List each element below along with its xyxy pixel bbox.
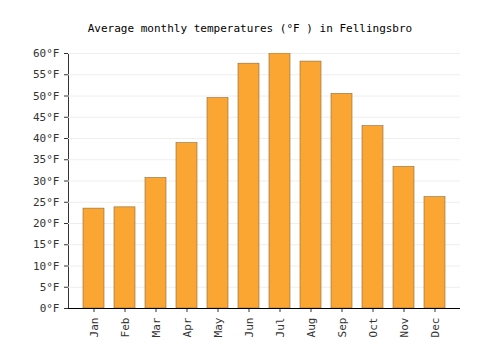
svg-text:Jun: Jun bbox=[243, 318, 256, 338]
svg-text:20°F: 20°F bbox=[33, 217, 60, 230]
svg-text:30°F: 30°F bbox=[33, 175, 60, 188]
svg-text:55°F: 55°F bbox=[33, 68, 60, 81]
svg-text:Jul: Jul bbox=[274, 318, 287, 338]
svg-text:40°F: 40°F bbox=[33, 132, 60, 145]
html-text:Average monthly temperatures (: Average monthly temperatures (°F ) in Fe… bbox=[87, 22, 413, 35]
svg-text:5°F: 5°F bbox=[40, 281, 60, 294]
svg-text:Jan: Jan bbox=[88, 318, 101, 338]
svg-text:Aug: Aug bbox=[305, 318, 318, 338]
svg-text:Nov: Nov bbox=[398, 317, 411, 337]
svg-text:0°F: 0°F bbox=[40, 302, 60, 315]
svg-text:Oct: Oct bbox=[367, 318, 380, 338]
svg-text:10°F: 10°F bbox=[33, 260, 60, 273]
svg-text:Dec: Dec bbox=[429, 318, 442, 338]
svg-text:Sep: Sep bbox=[336, 318, 349, 338]
svg-text:Mar: Mar bbox=[150, 317, 163, 337]
svg-text:45°F: 45°F bbox=[33, 111, 60, 124]
svg-text:60°F: 60°F bbox=[33, 47, 60, 60]
svg-text:15°F: 15°F bbox=[33, 238, 60, 251]
svg-text:Feb: Feb bbox=[119, 318, 132, 338]
svg-text:50°F: 50°F bbox=[33, 90, 60, 103]
svg-text:May: May bbox=[212, 317, 225, 337]
svg-text:Apr: Apr bbox=[181, 317, 194, 337]
svg-text:35°F: 35°F bbox=[33, 153, 60, 166]
svg-text:25°F: 25°F bbox=[33, 196, 60, 209]
